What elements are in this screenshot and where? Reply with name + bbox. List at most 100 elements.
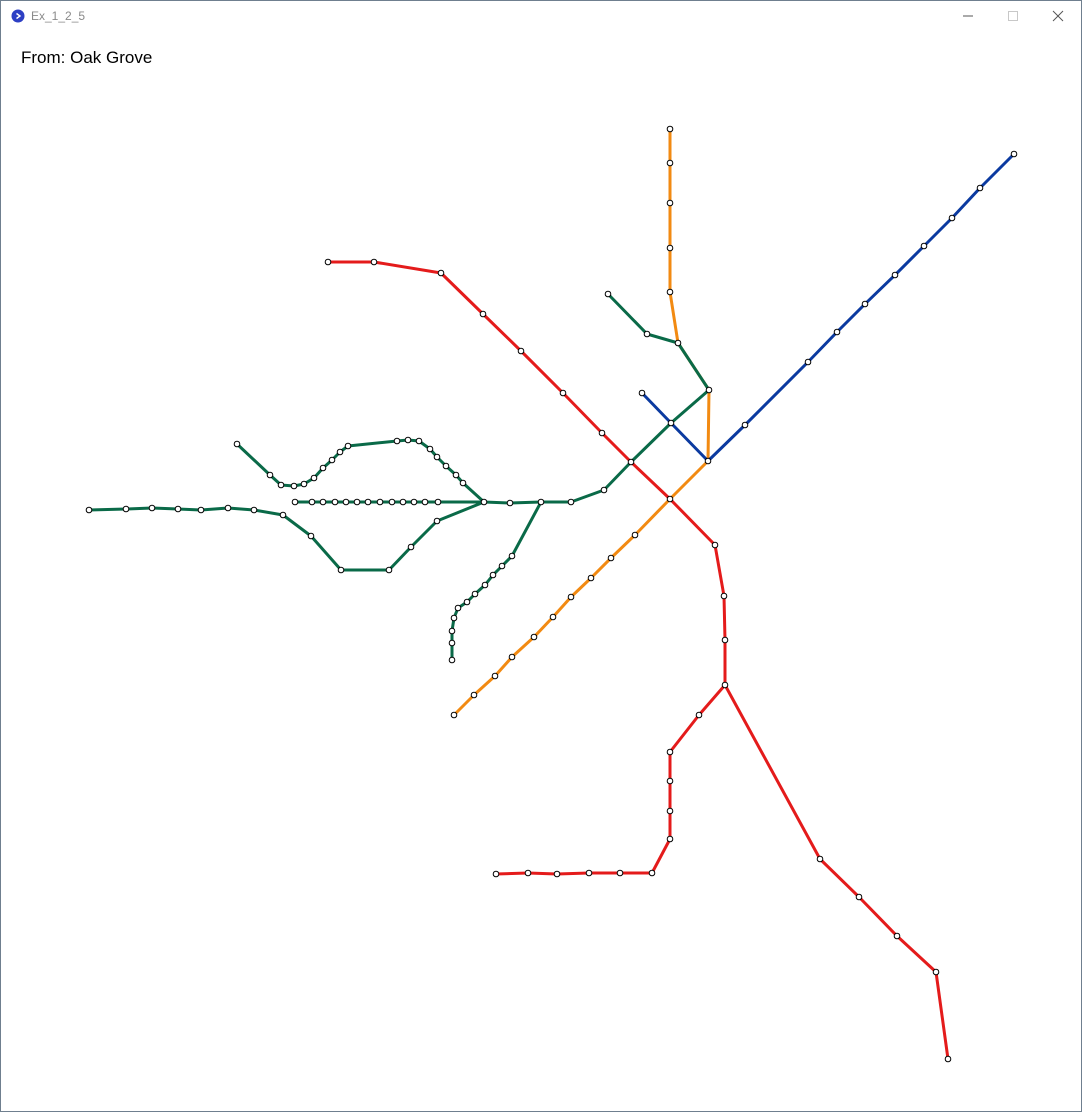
station-marker[interactable] <box>920 242 928 250</box>
station-marker[interactable] <box>463 598 471 606</box>
station-marker[interactable] <box>932 968 940 976</box>
station-marker[interactable] <box>1010 150 1018 158</box>
station-marker[interactable] <box>364 498 372 506</box>
station-marker[interactable] <box>666 807 674 815</box>
station-marker[interactable] <box>437 269 445 277</box>
station-marker[interactable] <box>328 456 336 464</box>
station-marker[interactable] <box>492 870 500 878</box>
station-marker[interactable] <box>471 590 479 598</box>
station-marker[interactable] <box>233 440 241 448</box>
station-marker[interactable] <box>279 511 287 519</box>
station-marker[interactable] <box>567 593 575 601</box>
station-marker[interactable] <box>388 498 396 506</box>
station-marker[interactable] <box>376 498 384 506</box>
station-marker[interactable] <box>667 419 675 427</box>
station-marker[interactable] <box>491 672 499 680</box>
station-marker[interactable] <box>410 498 418 506</box>
station-marker[interactable] <box>337 566 345 574</box>
station-marker[interactable] <box>616 869 624 877</box>
station-marker[interactable] <box>426 445 434 453</box>
station-marker[interactable] <box>861 300 869 308</box>
station-marker[interactable] <box>720 592 728 600</box>
station-marker[interactable] <box>197 506 205 514</box>
station-marker[interactable] <box>705 386 713 394</box>
station-marker[interactable] <box>122 505 130 513</box>
station-marker[interactable] <box>585 869 593 877</box>
station-marker[interactable] <box>433 517 441 525</box>
station-marker[interactable] <box>393 437 401 445</box>
station-marker[interactable] <box>666 288 674 296</box>
station-marker[interactable] <box>833 328 841 336</box>
station-marker[interactable] <box>421 498 429 506</box>
station-marker[interactable] <box>855 893 863 901</box>
station-marker[interactable] <box>600 486 608 494</box>
station-marker[interactable] <box>506 499 514 507</box>
station-marker[interactable] <box>452 471 460 479</box>
station-marker[interactable] <box>480 498 488 506</box>
station-marker[interactable] <box>370 258 378 266</box>
station-marker[interactable] <box>666 159 674 167</box>
station-marker[interactable] <box>598 429 606 437</box>
station-marker[interactable] <box>385 566 393 574</box>
station-marker[interactable] <box>976 184 984 192</box>
station-marker[interactable] <box>666 777 674 785</box>
close-button[interactable] <box>1035 1 1081 31</box>
station-marker[interactable] <box>804 358 812 366</box>
station-marker[interactable] <box>567 498 575 506</box>
station-marker[interactable] <box>277 481 285 489</box>
station-marker[interactable] <box>342 498 350 506</box>
station-marker[interactable] <box>666 199 674 207</box>
station-marker[interactable] <box>250 506 258 514</box>
station-marker[interactable] <box>450 614 458 622</box>
station-marker[interactable] <box>448 639 456 647</box>
station-marker[interactable] <box>559 389 567 397</box>
station-marker[interactable] <box>553 870 561 878</box>
station-marker[interactable] <box>517 347 525 355</box>
station-marker[interactable] <box>893 932 901 940</box>
station-marker[interactable] <box>331 498 339 506</box>
station-marker[interactable] <box>508 552 516 560</box>
station-marker[interactable] <box>85 506 93 514</box>
station-marker[interactable] <box>407 543 415 551</box>
station-marker[interactable] <box>448 656 456 664</box>
station-marker[interactable] <box>434 498 442 506</box>
station-marker[interactable] <box>433 453 441 461</box>
station-marker[interactable] <box>307 532 315 540</box>
station-marker[interactable] <box>607 554 615 562</box>
station-marker[interactable] <box>479 310 487 318</box>
station-marker[interactable] <box>530 633 538 641</box>
maximize-button[interactable] <box>990 1 1036 31</box>
station-marker[interactable] <box>721 636 729 644</box>
station-marker[interactable] <box>604 290 612 298</box>
station-marker[interactable] <box>695 711 703 719</box>
station-marker[interactable] <box>470 691 478 699</box>
station-marker[interactable] <box>324 258 332 266</box>
station-marker[interactable] <box>711 541 719 549</box>
station-marker[interactable] <box>448 627 456 635</box>
station-marker[interactable] <box>336 448 344 456</box>
station-marker[interactable] <box>319 464 327 472</box>
station-marker[interactable] <box>631 531 639 539</box>
station-marker[interactable] <box>344 442 352 450</box>
station-marker[interactable] <box>666 125 674 133</box>
station-marker[interactable] <box>224 504 232 512</box>
station-marker[interactable] <box>481 581 489 589</box>
station-marker[interactable] <box>638 389 646 397</box>
station-marker[interactable] <box>524 869 532 877</box>
station-marker[interactable] <box>643 330 651 338</box>
station-marker[interactable] <box>587 574 595 582</box>
station-marker[interactable] <box>454 604 462 612</box>
minimize-button[interactable] <box>945 1 991 31</box>
station-marker[interactable] <box>944 1055 952 1063</box>
station-marker[interactable] <box>290 482 298 490</box>
station-marker[interactable] <box>319 498 327 506</box>
station-marker[interactable] <box>459 479 467 487</box>
station-marker[interactable] <box>266 471 274 479</box>
station-marker[interactable] <box>174 505 182 513</box>
station-marker[interactable] <box>816 855 824 863</box>
station-marker[interactable] <box>291 498 299 506</box>
station-marker[interactable] <box>648 869 656 877</box>
station-marker[interactable] <box>399 498 407 506</box>
station-marker[interactable] <box>442 462 450 470</box>
station-marker[interactable] <box>741 421 749 429</box>
